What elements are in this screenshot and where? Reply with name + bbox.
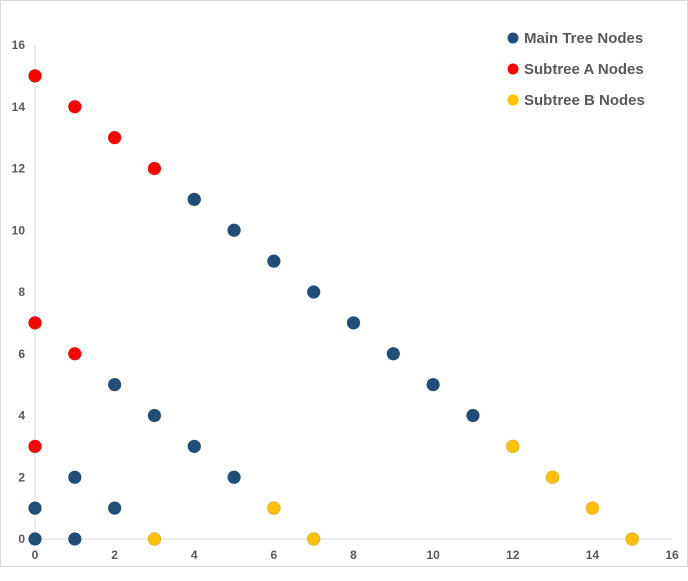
legend-marker-subtree-b-nodes (507, 94, 519, 106)
y-tick-label: 12 (12, 162, 26, 176)
subtree-a-nodes-point (147, 161, 162, 176)
main-tree-nodes-point (346, 315, 361, 330)
subtree-b-nodes-point (266, 501, 281, 516)
main-tree-nodes-point (67, 532, 82, 546)
main-tree-nodes-point (187, 192, 202, 207)
legend-label-subtree-a-nodes: Subtree A Nodes (524, 61, 644, 78)
legend: Main Tree Nodes Subtree A Nodes Subtree B … (507, 30, 645, 109)
main-tree-nodes-point (107, 501, 122, 516)
legend-marker-main-tree-nodes (507, 32, 519, 44)
x-tick-label: 8 (350, 548, 357, 562)
chart-frame (0, 0, 688, 567)
main-tree-nodes-point (306, 285, 321, 299)
main-tree-nodes-point (426, 377, 441, 392)
subtree-b-nodes-point (585, 501, 600, 516)
main-tree-nodes-point (227, 470, 241, 485)
y-tick-label: 10 (12, 223, 26, 237)
y-tick-label: 8 (18, 285, 25, 299)
subtree-a-nodes-point (67, 346, 82, 361)
x-tick-label: 12 (506, 548, 520, 562)
subtree-b-nodes-point (306, 532, 321, 546)
main-tree-nodes-point (67, 470, 82, 485)
x-tick-label: 2 (111, 548, 118, 562)
y-tick-label: 4 (18, 409, 25, 423)
y-tick-label: 2 (18, 470, 25, 484)
main-tree-nodes-point (466, 408, 480, 423)
axes (34, 45, 672, 540)
main-tree-nodes-point (266, 254, 281, 269)
main-tree-nodes-point (386, 346, 401, 361)
legend-marker-subtree-a-nodes (507, 63, 519, 75)
x-tick-label: 4 (191, 548, 198, 562)
y-tick-label: 6 (18, 347, 25, 361)
main-tree-nodes-point (107, 377, 122, 392)
x-tick-label: 16 (665, 548, 679, 562)
subtree-a-nodes-point (28, 68, 42, 83)
subtree-b-nodes-point (625, 532, 640, 546)
subtree-b-nodes-point (147, 532, 162, 546)
main-tree-nodes-point (28, 532, 42, 546)
main-tree-nodes-point (28, 501, 42, 516)
y-tick-label: 0 (18, 532, 25, 546)
x-tick-labels: 0 2 4 6 8 10 12 14 16 (32, 548, 679, 562)
x-tick-label: 10 (426, 548, 440, 562)
y-tick-labels: 0 2 4 6 8 10 12 14 16 (12, 38, 26, 546)
x-tick-label: 6 (271, 548, 278, 562)
main-tree-nodes-point (147, 408, 162, 423)
x-tick-label: 14 (586, 548, 600, 562)
x-tick-label: 0 (32, 548, 39, 562)
legend-label-main-tree-nodes: Main Tree Nodes (524, 30, 643, 47)
legend-label-subtree-b-nodes: Subtree B Nodes (524, 92, 645, 109)
subtree-a-nodes-point (28, 439, 42, 454)
subtree-a-nodes-point (67, 99, 82, 114)
main-tree-nodes-point (227, 223, 241, 238)
subtree-a-nodes-point (107, 130, 122, 145)
main-tree-nodes-point (187, 439, 202, 454)
subtree-b-nodes-point (505, 439, 520, 454)
y-tick-label: 14 (12, 100, 26, 114)
subtree-b-nodes-point (545, 470, 560, 485)
data-points (28, 68, 640, 546)
subtree-a-nodes-point (28, 315, 42, 330)
y-tick-label: 16 (12, 38, 26, 52)
